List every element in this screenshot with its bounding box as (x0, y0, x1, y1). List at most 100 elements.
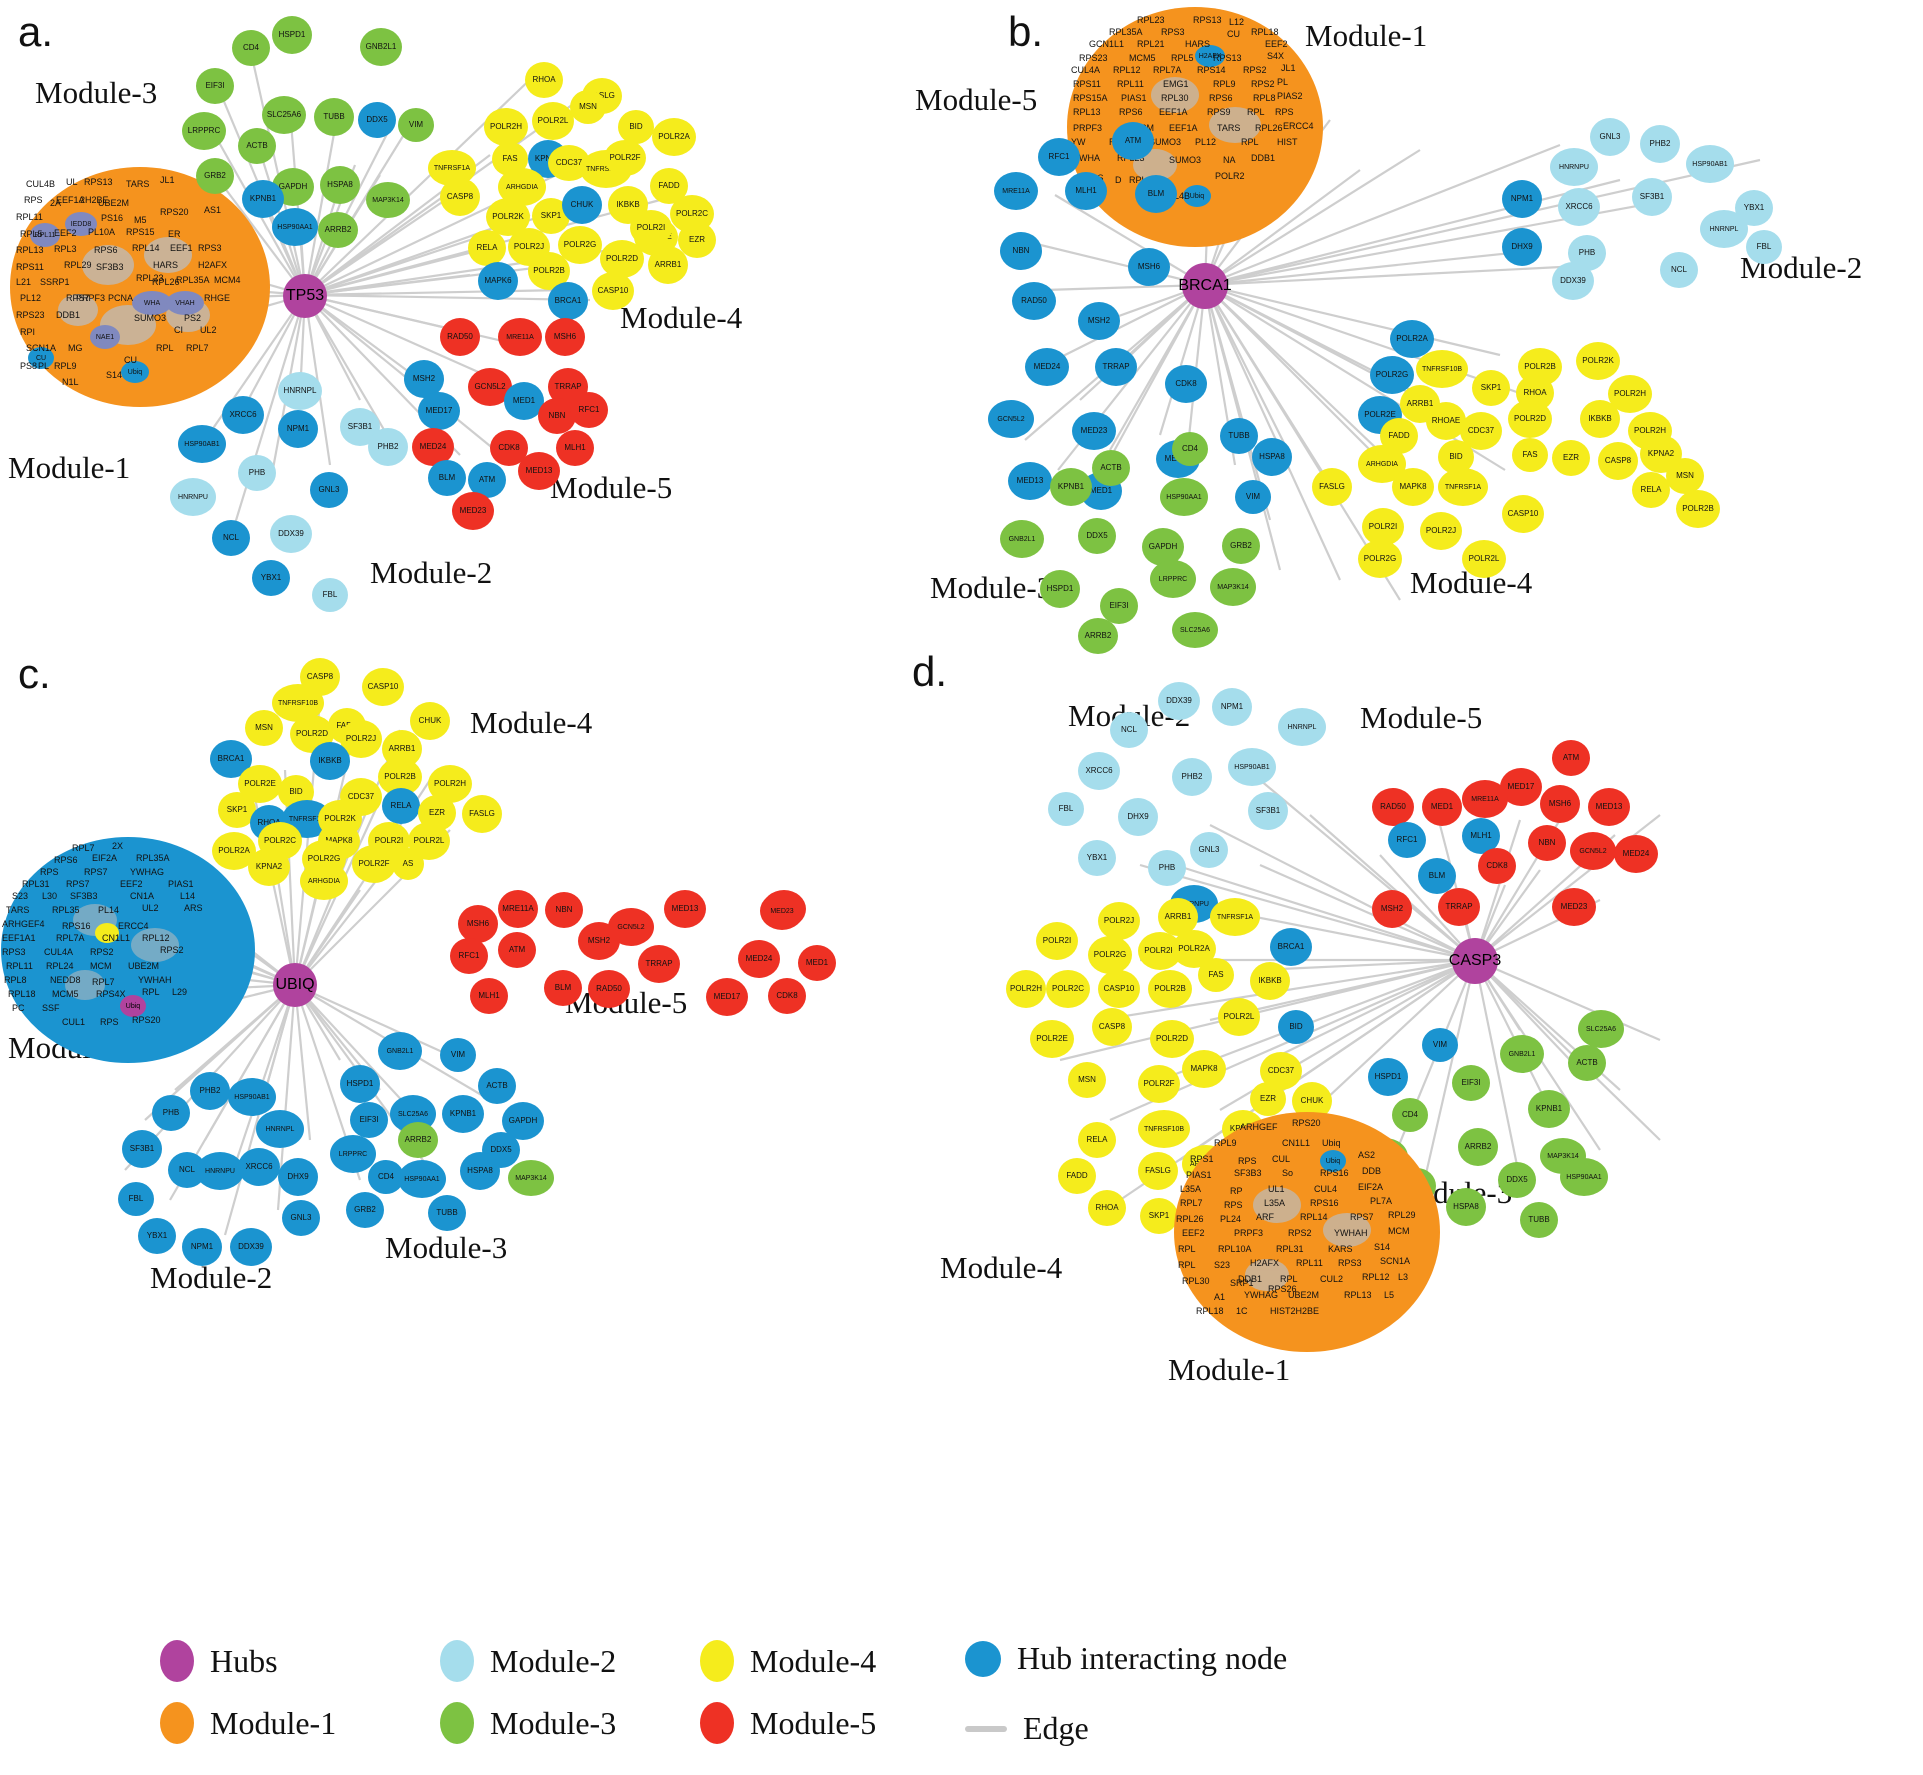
node-module-3[interactable]: HSPD1 (1040, 570, 1080, 608)
node-module-4[interactable]: MSN (1666, 458, 1704, 494)
node-module-3[interactable]: SLC25A6 (262, 96, 306, 134)
node-module-4[interactable]: POLR2G (1358, 540, 1402, 578)
node-hub-interacting[interactable]: NCL (212, 520, 250, 556)
node-module-2[interactable]: XRCC6 (1078, 752, 1120, 790)
node-module-5[interactable]: NBN (1528, 825, 1566, 861)
node-hub-interacting[interactable]: HSP90AB1 (228, 1078, 276, 1116)
node-module-2[interactable]: NCL (1110, 712, 1148, 748)
node-module-2[interactable]: FBL (312, 578, 348, 612)
node-module-3[interactable]: SLC25A6 (1578, 1010, 1624, 1048)
node-hub-interacting[interactable]: POLR2A (1390, 320, 1434, 358)
node-module-3[interactable]: GNB2L1 (1500, 1035, 1544, 1073)
node-module-2[interactable]: PHB2 (1172, 758, 1212, 796)
node-module-4[interactable]: POLR2C (1046, 970, 1090, 1008)
node-module-4[interactable]: MSN (570, 90, 606, 124)
node-hub-interacting[interactable]: HNRNPU (196, 1152, 244, 1190)
node-module-4[interactable]: FAS (1198, 958, 1234, 992)
node-module-3[interactable]: MAP3K14 (1210, 568, 1256, 606)
node-module-5[interactable]: MED23 (452, 492, 494, 530)
node-hub-interacting[interactable]: RFC1 (1038, 138, 1080, 176)
node-module-4[interactable]: MSN (1068, 1062, 1106, 1098)
node-hub-interacting[interactable]: MLH1 (1065, 172, 1107, 210)
node-module-2[interactable]: FBL (1746, 230, 1782, 264)
node-hub-interacting[interactable]: SF3B1 (122, 1130, 162, 1168)
node-hub-interacting[interactable]: VIM (1235, 480, 1271, 514)
node-module-3[interactable]: KPNB1 (1528, 1090, 1570, 1128)
node-module-3[interactable]: GRB2 (1222, 528, 1260, 564)
node-hub-interacting[interactable]: KPNB1 (442, 1095, 484, 1133)
node-module-4[interactable]: ARRB1 (648, 246, 688, 284)
node-module-4[interactable]: POLR2H (1006, 970, 1046, 1008)
node-module-4[interactable]: POLR2E (1030, 1020, 1074, 1058)
node-hub-interacting[interactable]: FBL (118, 1182, 154, 1216)
node-module-5[interactable]: RFC1 (570, 392, 608, 428)
node-hub-interacting[interactable]: RFC1 (1388, 822, 1426, 858)
node-module-4[interactable]: POLR2B (1676, 490, 1720, 528)
node-hub-interacting[interactable]: GCN5L2 (988, 400, 1034, 438)
node-module-4[interactable]: FASLG (462, 795, 502, 833)
node-hub-interacting[interactable]: IKBKB (310, 742, 350, 780)
node-hub-interacting[interactable]: DDX39 (230, 1228, 272, 1266)
node-module-2[interactable]: PHB2 (368, 428, 408, 466)
node-hub-interacting[interactable]: MSH6 (1128, 248, 1170, 286)
node-module-2[interactable]: GNL3 (1190, 832, 1228, 868)
node-hub-interacting[interactable]: HSP90AB1 (178, 425, 226, 463)
node-module-5[interactable]: MSH2 (578, 922, 620, 960)
node-hub-interacting[interactable]: NPM1 (182, 1228, 222, 1266)
node-module-5[interactable]: GCN5L2 (1570, 832, 1616, 870)
node-module-4[interactable]: POLR2L (1462, 540, 1506, 578)
node-hub-interacting[interactable]: GNB2L1 (378, 1032, 422, 1070)
node-hub-interacting[interactable]: DHX9 (1502, 228, 1542, 266)
node-module-5[interactable]: MLH1 (470, 978, 508, 1014)
node-hub-interacting[interactable]: ACTB (478, 1068, 516, 1104)
node-module-3[interactable]: CD4 (232, 30, 270, 66)
node-module-5[interactable]: MSH6 (545, 318, 585, 356)
node-hub-interacting[interactable]: KPNB1 (242, 180, 284, 218)
node-module-5[interactable]: MED23 (1552, 888, 1596, 926)
node-module-4[interactable]: POLR2A (652, 118, 696, 156)
node-module-4[interactable]: CHUK (410, 702, 450, 740)
node-module-3[interactable]: LRPPRC (182, 112, 226, 150)
node-module-4[interactable]: POLR2J (1420, 512, 1462, 550)
node-module-2[interactable]: PHB (238, 455, 276, 491)
node-hub-interacting[interactable]: HSP90AA1 (398, 1160, 446, 1198)
node-hub-interacting[interactable]: HSPA8 (460, 1152, 500, 1190)
node-module-2[interactable]: HNRNPL (278, 372, 322, 410)
node-hub-interacting[interactable]: CHUK (562, 186, 602, 224)
node-module-4[interactable]: MAPK8 (1392, 468, 1434, 506)
node-module-4[interactable]: FASLG (1312, 468, 1352, 506)
node-module-2[interactable]: DDX39 (1158, 682, 1200, 720)
node-module-3[interactable]: ARRB2 (318, 212, 358, 248)
node-module-4[interactable]: EZR (1552, 440, 1590, 476)
node-module-2[interactable]: HNRNPU (1550, 148, 1598, 186)
node-module-4[interactable]: RELA (468, 230, 506, 266)
node-hub-interacting[interactable]: MRE11A (994, 172, 1038, 210)
node-module-3[interactable]: LRPPRC (1150, 560, 1196, 598)
node-module-3[interactable]: HSPA8 (1446, 1188, 1486, 1226)
node-module-3[interactable]: EIF3I (1452, 1065, 1490, 1101)
node-module-4[interactable]: POLR2L (532, 102, 574, 140)
node-hub-interacting[interactable]: RELA (382, 788, 420, 824)
hub-node-ubiq[interactable]: UBIQ (273, 963, 317, 1007)
node-module-3[interactable]: CD4 (1172, 432, 1208, 466)
node-module-5[interactable]: RAD50 (440, 318, 480, 356)
node-module-2[interactable]: HSP90AB1 (1228, 748, 1276, 786)
node-hub-interacting[interactable]: BLM (1135, 175, 1177, 213)
node-hub-interacting[interactable]: CDK8 (1165, 365, 1207, 403)
hub-node-casp3[interactable]: CASP3 (1449, 938, 1501, 984)
node-hub-interacting[interactable]: PHB2 (190, 1072, 230, 1110)
node-hub-interacting[interactable]: MED13 (1008, 462, 1052, 500)
node-module-2[interactable]: YBX1 (1078, 840, 1116, 876)
node-module-4[interactable]: CASP8 (1598, 442, 1638, 480)
node-module-4[interactable]: POLR2F (604, 140, 646, 176)
node-module-4[interactable]: MAPK8 (1182, 1050, 1226, 1088)
node-module-5[interactable]: CDK8 (768, 978, 806, 1014)
node-module-2[interactable]: DDX39 (1552, 262, 1594, 300)
node-hub-interacting[interactable]: MED17 (418, 392, 460, 430)
node-hub-interacting[interactable]: NBN (1000, 232, 1042, 270)
node-module-2[interactable]: GNL3 (1590, 118, 1630, 156)
node-module-3[interactable]: GRB2 (196, 158, 234, 194)
node-module-5[interactable]: MRE11A (498, 318, 542, 356)
node-module-2[interactable]: DHX9 (1118, 798, 1158, 836)
node-hub-interacting[interactable]: TUBB (1220, 418, 1258, 454)
